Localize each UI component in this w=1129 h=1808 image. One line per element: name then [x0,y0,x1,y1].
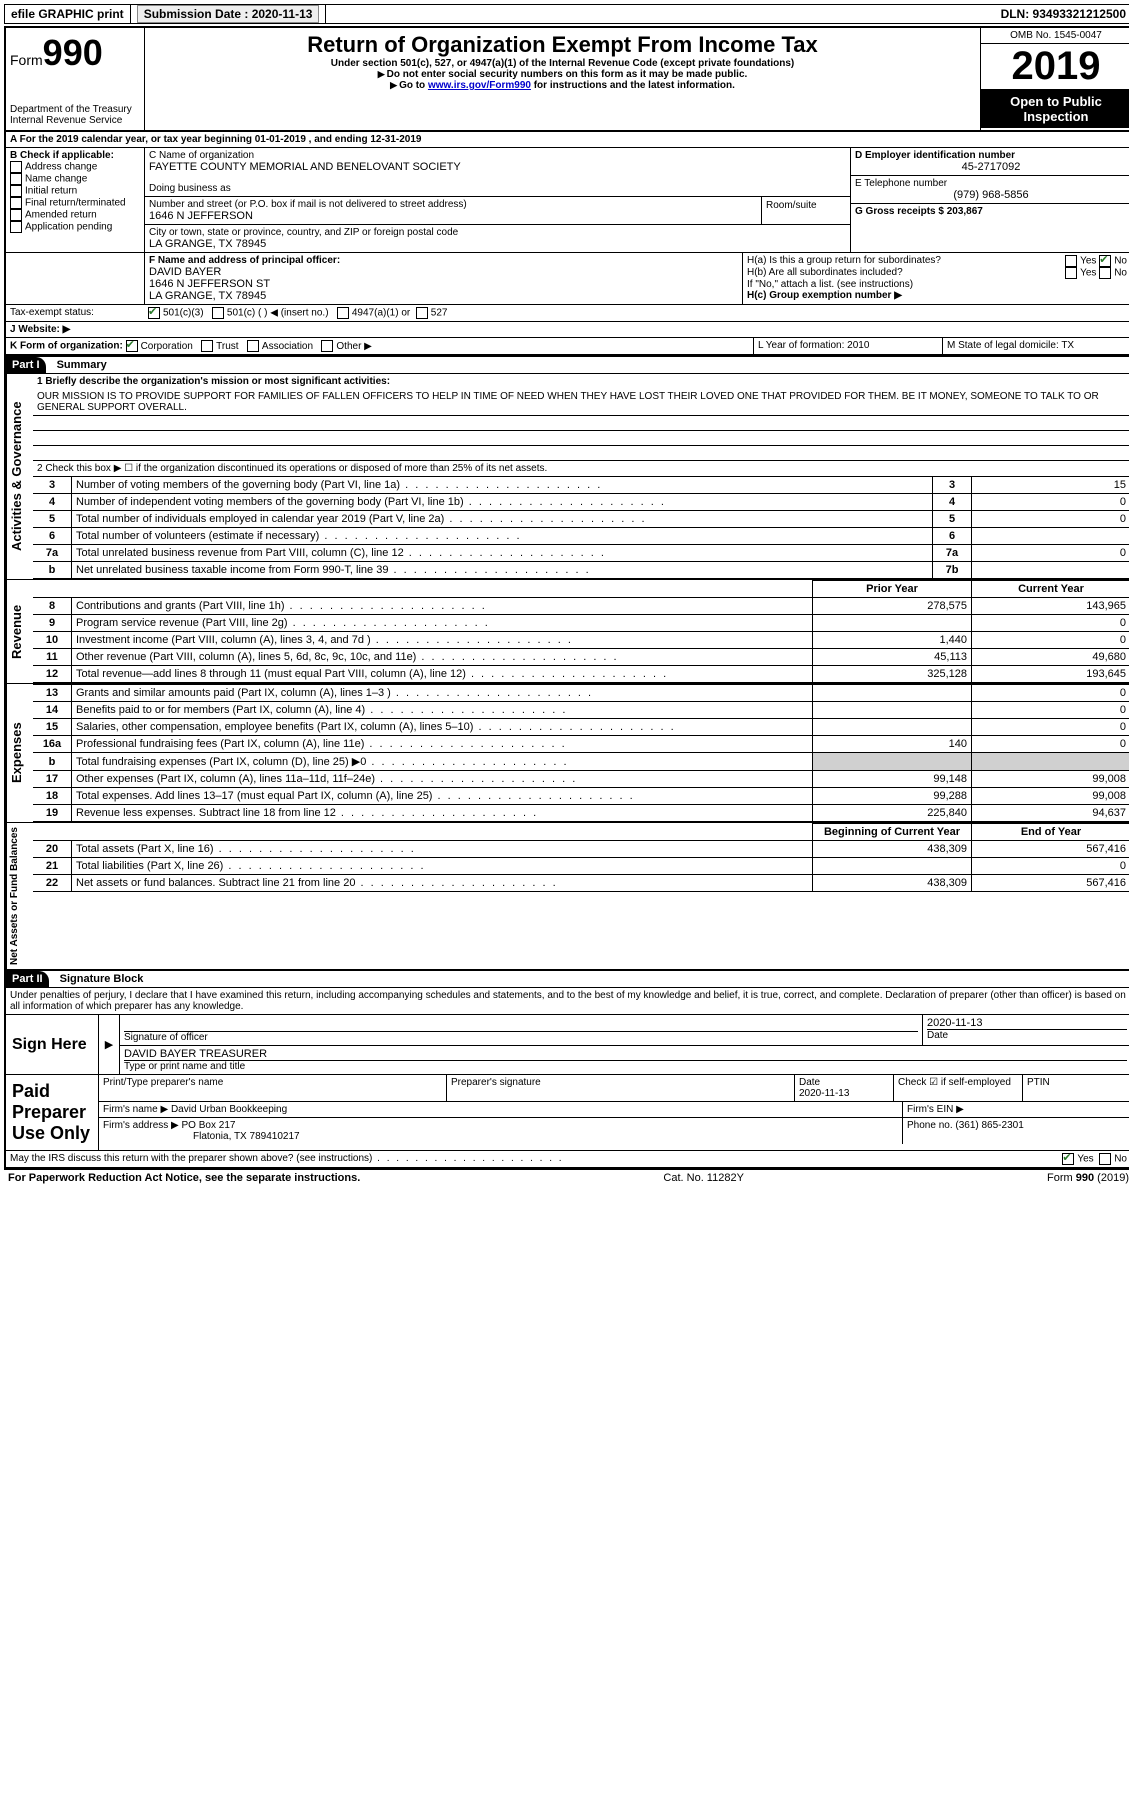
header-right: OMB No. 1545-0047 2019 Open to Public In… [980,28,1129,130]
org-city: LA GRANGE, TX 78945 [149,238,846,250]
box-b: B Check if applicable: Address changeNam… [6,148,145,252]
table-row: 11 Other revenue (Part VIII, column (A),… [33,649,1129,666]
omb-number: OMB No. 1545-0047 [981,28,1129,44]
top-bar: efile GRAPHIC print Submission Date : 20… [4,4,1129,24]
expenses-section: Expenses 13 Grants and similar amounts p… [6,683,1129,822]
box-f: F Name and address of principal officer:… [145,253,743,304]
netassets-section: Net Assets or Fund Balances Beginning of… [6,822,1129,969]
tax-exempt-label: Tax-exempt status: [6,305,144,321]
table-row: 9 Program service revenue (Part VIII, li… [33,615,1129,632]
table-row: 18 Total expenses. Add lines 13–17 (must… [33,788,1129,805]
org-address: 1646 N JEFFERSON [149,210,757,222]
footer-mid: Cat. No. 11282Y [663,1172,744,1184]
preparer-phone: Phone no. (361) 865-2301 [903,1118,1129,1144]
table-row: 15 Salaries, other compensation, employe… [33,719,1129,736]
table-row: 16a Professional fundraising fees (Part … [33,736,1129,753]
header-title-block: Return of Organization Exempt From Incom… [145,28,980,130]
checkbox-amended-return[interactable]: Amended return [10,209,140,221]
sign-here-label: Sign Here [6,1015,99,1074]
gov-row: 7a Total unrelated business revenue from… [33,545,1129,562]
checkbox-final-return-terminated[interactable]: Final return/terminated [10,197,140,209]
sign-here-block: Sign Here ▶ Signature of officer 2020-11… [6,1014,1129,1075]
website: J Website: ▶ [6,322,1129,338]
table-row: 13 Grants and similar amounts paid (Part… [33,685,1129,702]
sidebar-netassets: Net Assets or Fund Balances [6,823,33,969]
form-subtitle: Under section 501(c), 527, or 4947(a)(1)… [153,58,972,69]
ein: 45-2717092 [855,161,1127,173]
row-ij: Tax-exempt status: 501(c)(3) 501(c) ( ) … [6,305,1129,322]
part1-header: Part I Summary [6,355,1129,374]
gross-receipts: G Gross receipts $ 203,867 [851,204,1129,219]
penalty-text: Under penalties of perjury, I declare th… [6,988,1129,1014]
row-klm: K Form of organization: Corporation Trus… [6,338,1129,355]
dept-irs: Internal Revenue Service [10,115,140,126]
part1-body: Activities & Governance 1 Briefly descri… [6,374,1129,579]
phone: (979) 968-5856 [855,189,1127,201]
line2: 2 Check this box ▶ ☐ if the organization… [33,461,1129,476]
revenue-table: Prior Year Current Year 8 Contributions … [33,580,1129,683]
table-row: 12 Total revenue—add lines 8 through 11 … [33,666,1129,683]
gov-row: 6 Total number of volunteers (estimate i… [33,528,1129,545]
gov-row: 4 Number of independent voting members o… [33,494,1129,511]
efile-label: efile GRAPHIC print [5,5,131,23]
paid-preparer-label: Paid Preparer Use Only [6,1075,99,1150]
inspection-notice: Open to Public Inspection [981,90,1129,128]
table-row: 19 Revenue less expenses. Subtract line … [33,805,1129,822]
table-row: 20 Total assets (Part X, line 16) 438,30… [33,841,1129,858]
sidebar-revenue: Revenue [6,580,33,683]
table-row: b Total fundraising expenses (Part IX, c… [33,753,1129,771]
expenses-table: 13 Grants and similar amounts paid (Part… [33,684,1129,822]
table-row: 14 Benefits paid to or for members (Part… [33,702,1129,719]
instructions-link[interactable]: www.irs.gov/Form990 [428,80,531,91]
footer-right: Form 990 (2019) [1047,1172,1129,1184]
header: Form990 Department of the Treasury Inter… [6,28,1129,132]
box-c: C Name of organization FAYETTE COUNTY ME… [145,148,850,252]
firm-name: David Urban Bookkeeping [171,1104,287,1115]
paid-preparer-block: Paid Preparer Use Only Print/Type prepar… [6,1075,1129,1151]
entity-info: B Check if applicable: Address changeNam… [6,148,1129,253]
dept-treasury: Department of the Treasury [10,104,140,115]
dln: DLN: 93493321212500 [995,5,1129,23]
footer: For Paperwork Reduction Act Notice, see … [4,1169,1129,1186]
state-domicile: M State of legal domicile: TX [942,338,1129,354]
gov-row: 3 Number of voting members of the govern… [33,477,1129,494]
year-formation: L Year of formation: 2010 [753,338,942,354]
officer-group-row: F Name and address of principal officer:… [6,253,1129,305]
part2-header: Part II Signature Block [6,969,1129,988]
box-h: H(a) Is this a group return for subordin… [743,253,1129,304]
footer-left: For Paperwork Reduction Act Notice, see … [8,1172,360,1184]
form-title: Return of Organization Exempt From Incom… [153,32,972,58]
checkbox-name-change[interactable]: Name change [10,173,140,185]
governance-table: 3 Number of voting members of the govern… [33,476,1129,579]
table-row: 10 Investment income (Part VIII, column … [33,632,1129,649]
checkbox-application-pending[interactable]: Application pending [10,221,140,233]
table-row: 21 Total liabilities (Part X, line 26) 0 [33,858,1129,875]
org-name: FAYETTE COUNTY MEMORIAL AND BENELOVANT S… [149,161,846,173]
header-left: Form990 Department of the Treasury Inter… [6,28,145,130]
discuss-row: May the IRS discuss this return with the… [6,1151,1129,1167]
table-row: 8 Contributions and grants (Part VIII, l… [33,598,1129,615]
tax-period: A For the 2019 calendar year, or tax yea… [6,132,1129,148]
sidebar-governance: Activities & Governance [6,374,33,579]
line1-label: 1 Briefly describe the organization's mi… [33,374,1129,389]
gov-row: 5 Total number of individuals employed i… [33,511,1129,528]
box-deg: D Employer identification number 45-2717… [850,148,1129,252]
officer-name: DAVID BAYER TREASURER [124,1048,1127,1060]
gov-row: b Net unrelated business taxable income … [33,562,1129,579]
checkbox-address-change[interactable]: Address change [10,161,140,173]
tax-year: 2019 [981,44,1129,90]
table-row: 17 Other expenses (Part IX, column (A), … [33,771,1129,788]
revenue-section: Revenue Prior Year Current Year 8 Contri… [6,579,1129,683]
form-container: Form990 Department of the Treasury Inter… [4,26,1129,1169]
checkbox-initial-return[interactable]: Initial return [10,185,140,197]
mission-text: OUR MISSION IS TO PROVIDE SUPPORT FOR FA… [33,389,1129,416]
table-row: 22 Net assets or fund balances. Subtract… [33,875,1129,892]
netassets-table: Beginning of Current Year End of Year 20… [33,823,1129,892]
sidebar-expenses: Expenses [6,684,33,822]
submission-date: Submission Date : 2020-11-13 [131,5,327,23]
